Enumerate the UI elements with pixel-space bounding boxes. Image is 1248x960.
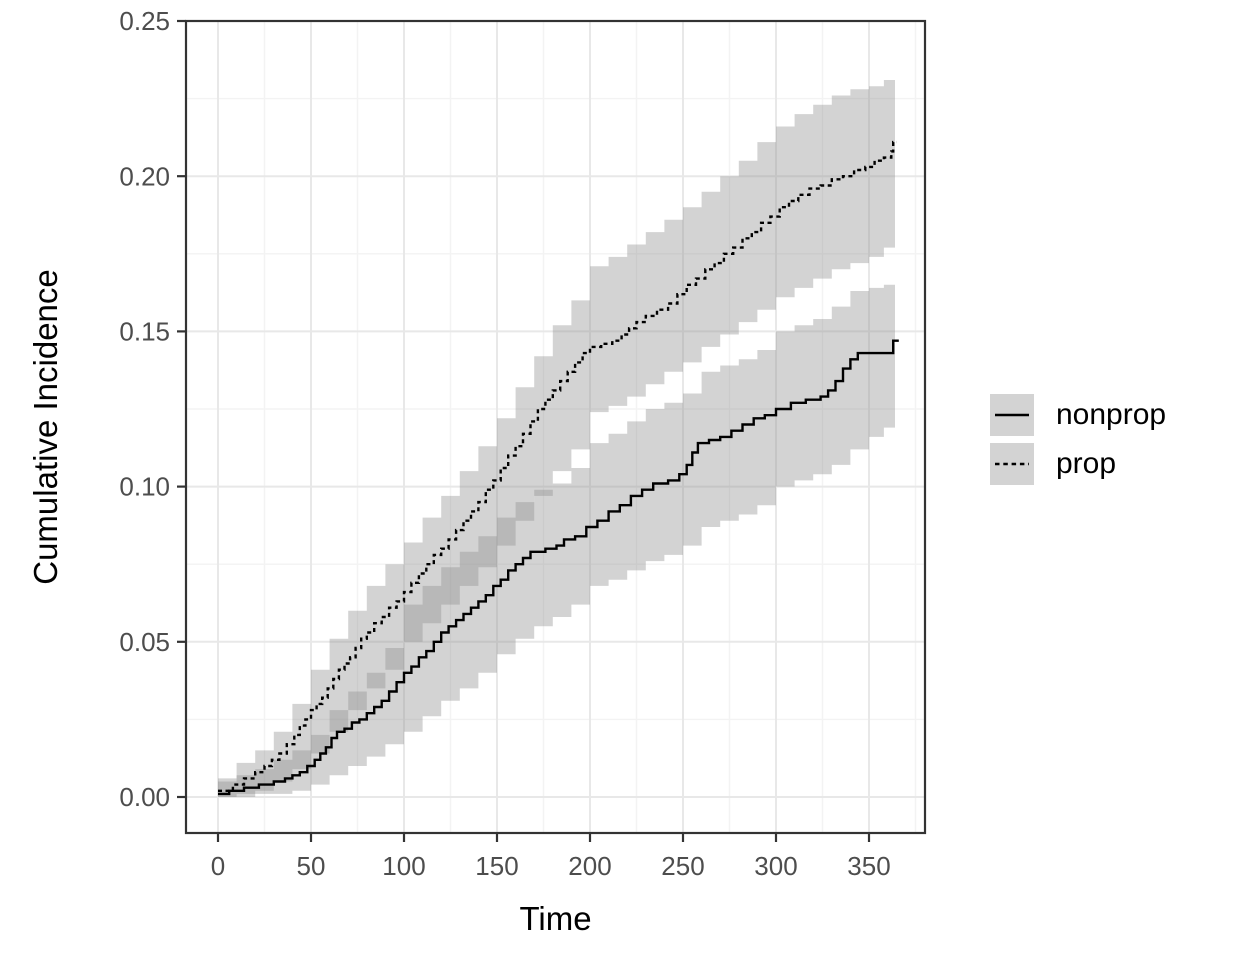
legend: nonprop prop xyxy=(990,394,1166,485)
y-tick-label: 0.05 xyxy=(119,627,170,657)
step-curve-prop xyxy=(218,140,897,792)
axes: 0 50 100 150 200 250 300 350 0.00 0.05 0.10 0.15 0.2… xyxy=(119,6,890,881)
x-tick-label: 100 xyxy=(382,851,425,881)
y-tick-label: 0.20 xyxy=(119,161,170,191)
y-tick-label: 0.00 xyxy=(119,782,170,812)
y-axis-title: Cumulative Incidence xyxy=(27,269,64,585)
legend-label-prop: prop xyxy=(1056,447,1117,480)
x-tick-label: 350 xyxy=(847,851,890,881)
plot-panel xyxy=(186,21,925,833)
legend-key-nonprop xyxy=(990,394,1034,436)
y-tick-label: 0.25 xyxy=(119,6,170,36)
x-tick-label: 200 xyxy=(568,851,611,881)
step-curve-nonprop xyxy=(218,339,899,796)
panel-border xyxy=(184,19,927,835)
x-tick-label: 250 xyxy=(661,851,704,881)
x-tick-label: 300 xyxy=(754,851,797,881)
legend-entry-nonprop: nonprop xyxy=(990,394,1166,436)
x-tick-label: 0 xyxy=(211,851,225,881)
y-tick-label: 0.10 xyxy=(119,472,170,502)
dotted-line-key-icon xyxy=(995,462,1029,466)
legend-entry-prop: prop xyxy=(990,443,1166,485)
confidence-band-nonprop xyxy=(218,281,895,797)
y-tick-label: 0.15 xyxy=(119,317,170,347)
x-axis-title: Time xyxy=(519,900,592,937)
x-tick-label: 50 xyxy=(297,851,326,881)
legend-key-prop xyxy=(990,443,1034,485)
legend-label-nonprop: nonprop xyxy=(1056,398,1167,431)
gridlines xyxy=(186,21,925,833)
series-layer xyxy=(218,73,899,798)
x-tick-label: 150 xyxy=(475,851,518,881)
solid-line-key-icon xyxy=(995,413,1029,417)
